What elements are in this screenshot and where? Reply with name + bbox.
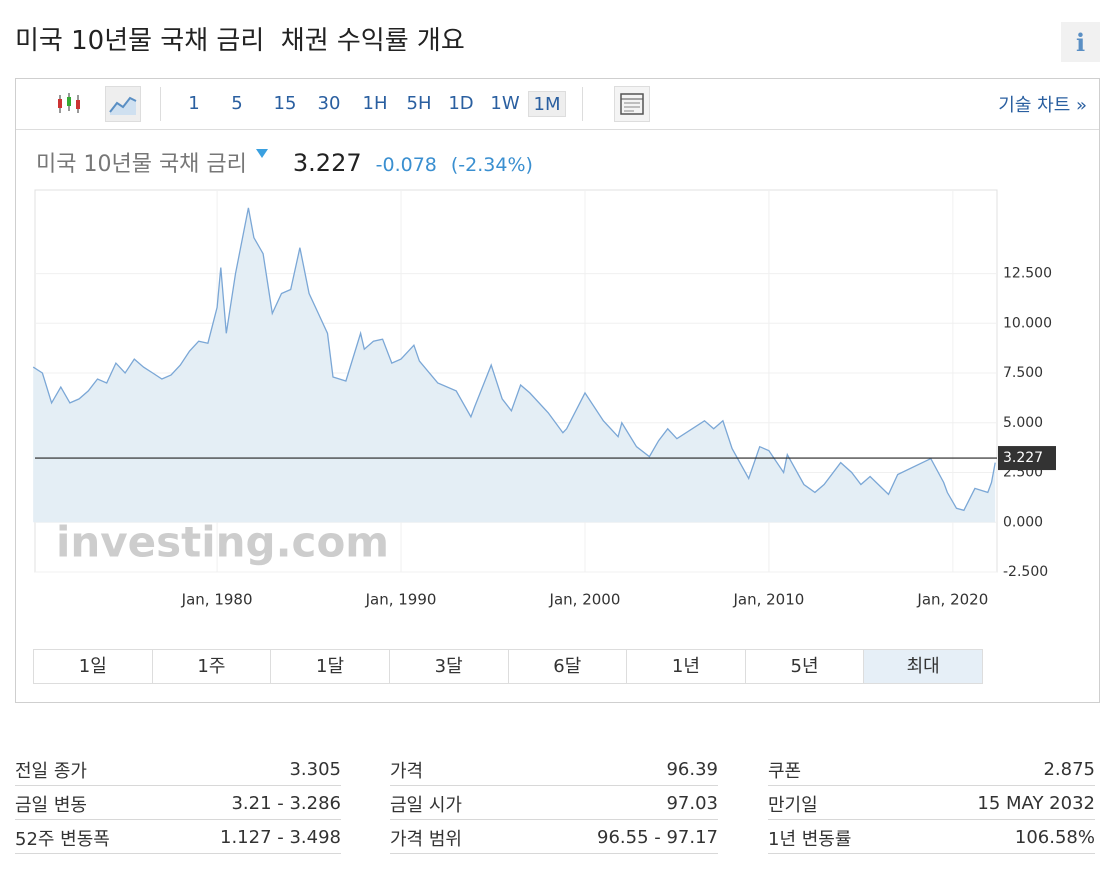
stat-value: 3.305	[289, 759, 341, 780]
change: -0.078	[375, 154, 437, 176]
quote-line: 미국 10년물 국채 금리 3.227 -0.078 (-2.34%)	[36, 146, 533, 178]
y-tick-label: 7.500	[1003, 365, 1043, 381]
y-tick-label: 5.000	[1003, 415, 1043, 431]
range-tab[interactable]: 1주	[153, 650, 272, 683]
stat-label: 가격	[390, 760, 424, 782]
current-price-label: 3.227	[1003, 450, 1043, 466]
interval-button[interactable]: 30	[317, 93, 341, 114]
interval-button[interactable]: 1M	[528, 91, 566, 117]
stats-column: 쿠폰 2.875 만기일 15 MAY 2032 1년 변동률 106.58%	[768, 752, 1095, 854]
interval-button[interactable]: 1W	[490, 93, 520, 114]
stat-value: 2.875	[1043, 759, 1095, 780]
stat-label: 전일 종가	[15, 760, 87, 782]
stat-value: 1.127 - 3.498	[220, 827, 341, 848]
stats-row: 가격 96.39	[390, 752, 718, 786]
divider	[582, 87, 583, 121]
range-tab[interactable]: 5년	[746, 650, 865, 683]
x-tick-label: Jan, 1980	[181, 591, 253, 609]
range-tab[interactable]: 최대	[864, 650, 982, 683]
price: 3.227	[292, 149, 362, 177]
y-tick-label: -2.500	[1003, 564, 1048, 580]
stats-row: 금일 시가 97.03	[390, 786, 718, 820]
range-tab[interactable]: 1일	[34, 650, 153, 683]
stat-value: 96.39	[666, 759, 718, 780]
y-tick-label: 0.000	[1003, 514, 1043, 530]
interval-button[interactable]: 5	[231, 93, 243, 114]
range-tabs: 1일 1주 1달 3달 6달 1년 5년 최대	[33, 649, 983, 684]
interval-button[interactable]: 1D	[448, 93, 474, 114]
stat-label: 52주 변동폭	[15, 828, 110, 850]
down-icon	[255, 149, 268, 158]
interval-button[interactable]: 1H	[362, 93, 388, 114]
x-tick-label: Jan, 2010	[732, 591, 804, 609]
stats-row: 금일 변동 3.21 - 3.286	[15, 786, 341, 820]
page-title: 미국 10년물 국채 금리 채권 수익률 개요	[15, 26, 465, 56]
stat-label: 금일 시가	[390, 794, 462, 816]
stats-row: 전일 종가 3.305	[15, 752, 341, 786]
stat-value: 106.58%	[1014, 827, 1095, 848]
chart-panel	[15, 78, 1100, 703]
line-chart-icon[interactable]	[105, 86, 141, 122]
range-tab[interactable]: 3달	[390, 650, 509, 683]
change-percent: (-2.34%)	[450, 154, 533, 176]
x-tick-label: Jan, 2020	[916, 591, 988, 609]
stats-row: 만기일 15 MAY 2032	[768, 786, 1095, 820]
toolbar: 기술 차트 » 1 5 15 30 1H 5H 1D 1W 1M	[16, 79, 1099, 130]
range-tab[interactable]: 1달	[271, 650, 390, 683]
stats-row: 가격 범위 96.55 - 97.17	[390, 820, 718, 854]
stat-label: 쿠폰	[768, 760, 802, 782]
range-tab[interactable]: 1년	[627, 650, 746, 683]
price-line	[32, 207, 996, 512]
current-price-box	[998, 446, 1056, 471]
stat-label: 가격 범위	[390, 828, 462, 850]
stats-column: 전일 종가 3.305 금일 변동 3.21 - 3.286 52주 변동폭 1.127 …	[15, 752, 341, 854]
y-tick-label: 10.000	[1003, 315, 1052, 331]
stat-label: 만기일	[768, 794, 818, 816]
area-fill	[33, 207, 996, 523]
interval-button[interactable]: 15	[273, 93, 297, 114]
candlestick-icon[interactable]	[54, 89, 84, 119]
stat-value: 3.21 - 3.286	[231, 793, 341, 814]
technical-chart-link[interactable]: 기술 차트 »	[998, 95, 1087, 116]
x-tick-label: Jan, 2000	[549, 591, 621, 609]
watermark: investing.com	[56, 518, 389, 567]
info-button[interactable]: i	[1061, 22, 1100, 62]
stat-label: 금일 변동	[15, 794, 87, 816]
stats-row: 1년 변동률 106.58%	[768, 820, 1095, 854]
range-tab[interactable]: 6달	[509, 650, 628, 683]
interval-button[interactable]: 1	[188, 93, 200, 114]
stats-row: 쿠폰 2.875	[768, 752, 1095, 786]
stat-value: 96.55 - 97.17	[597, 827, 718, 848]
chart: -2.5000.0002.5005.0007.50010.00012.500Ja…	[32, 189, 1056, 609]
y-tick-label: 12.500	[1003, 266, 1052, 282]
divider	[160, 87, 161, 121]
instrument-name: 미국 10년물 국채 금리	[36, 152, 247, 177]
news-icon[interactable]	[614, 86, 650, 122]
interval-button[interactable]: 5H	[406, 93, 432, 114]
stats-column: 가격 96.39 금일 시가 97.03 가격 범위 96.55 - 97.17	[390, 752, 718, 854]
stats-row: 52주 변동폭 1.127 - 3.498	[15, 820, 341, 854]
stat-label: 1년 변동률	[768, 828, 852, 850]
x-tick-label: Jan, 1990	[365, 591, 437, 609]
stat-value: 15 MAY 2032	[977, 793, 1095, 814]
stat-value: 97.03	[666, 793, 718, 814]
